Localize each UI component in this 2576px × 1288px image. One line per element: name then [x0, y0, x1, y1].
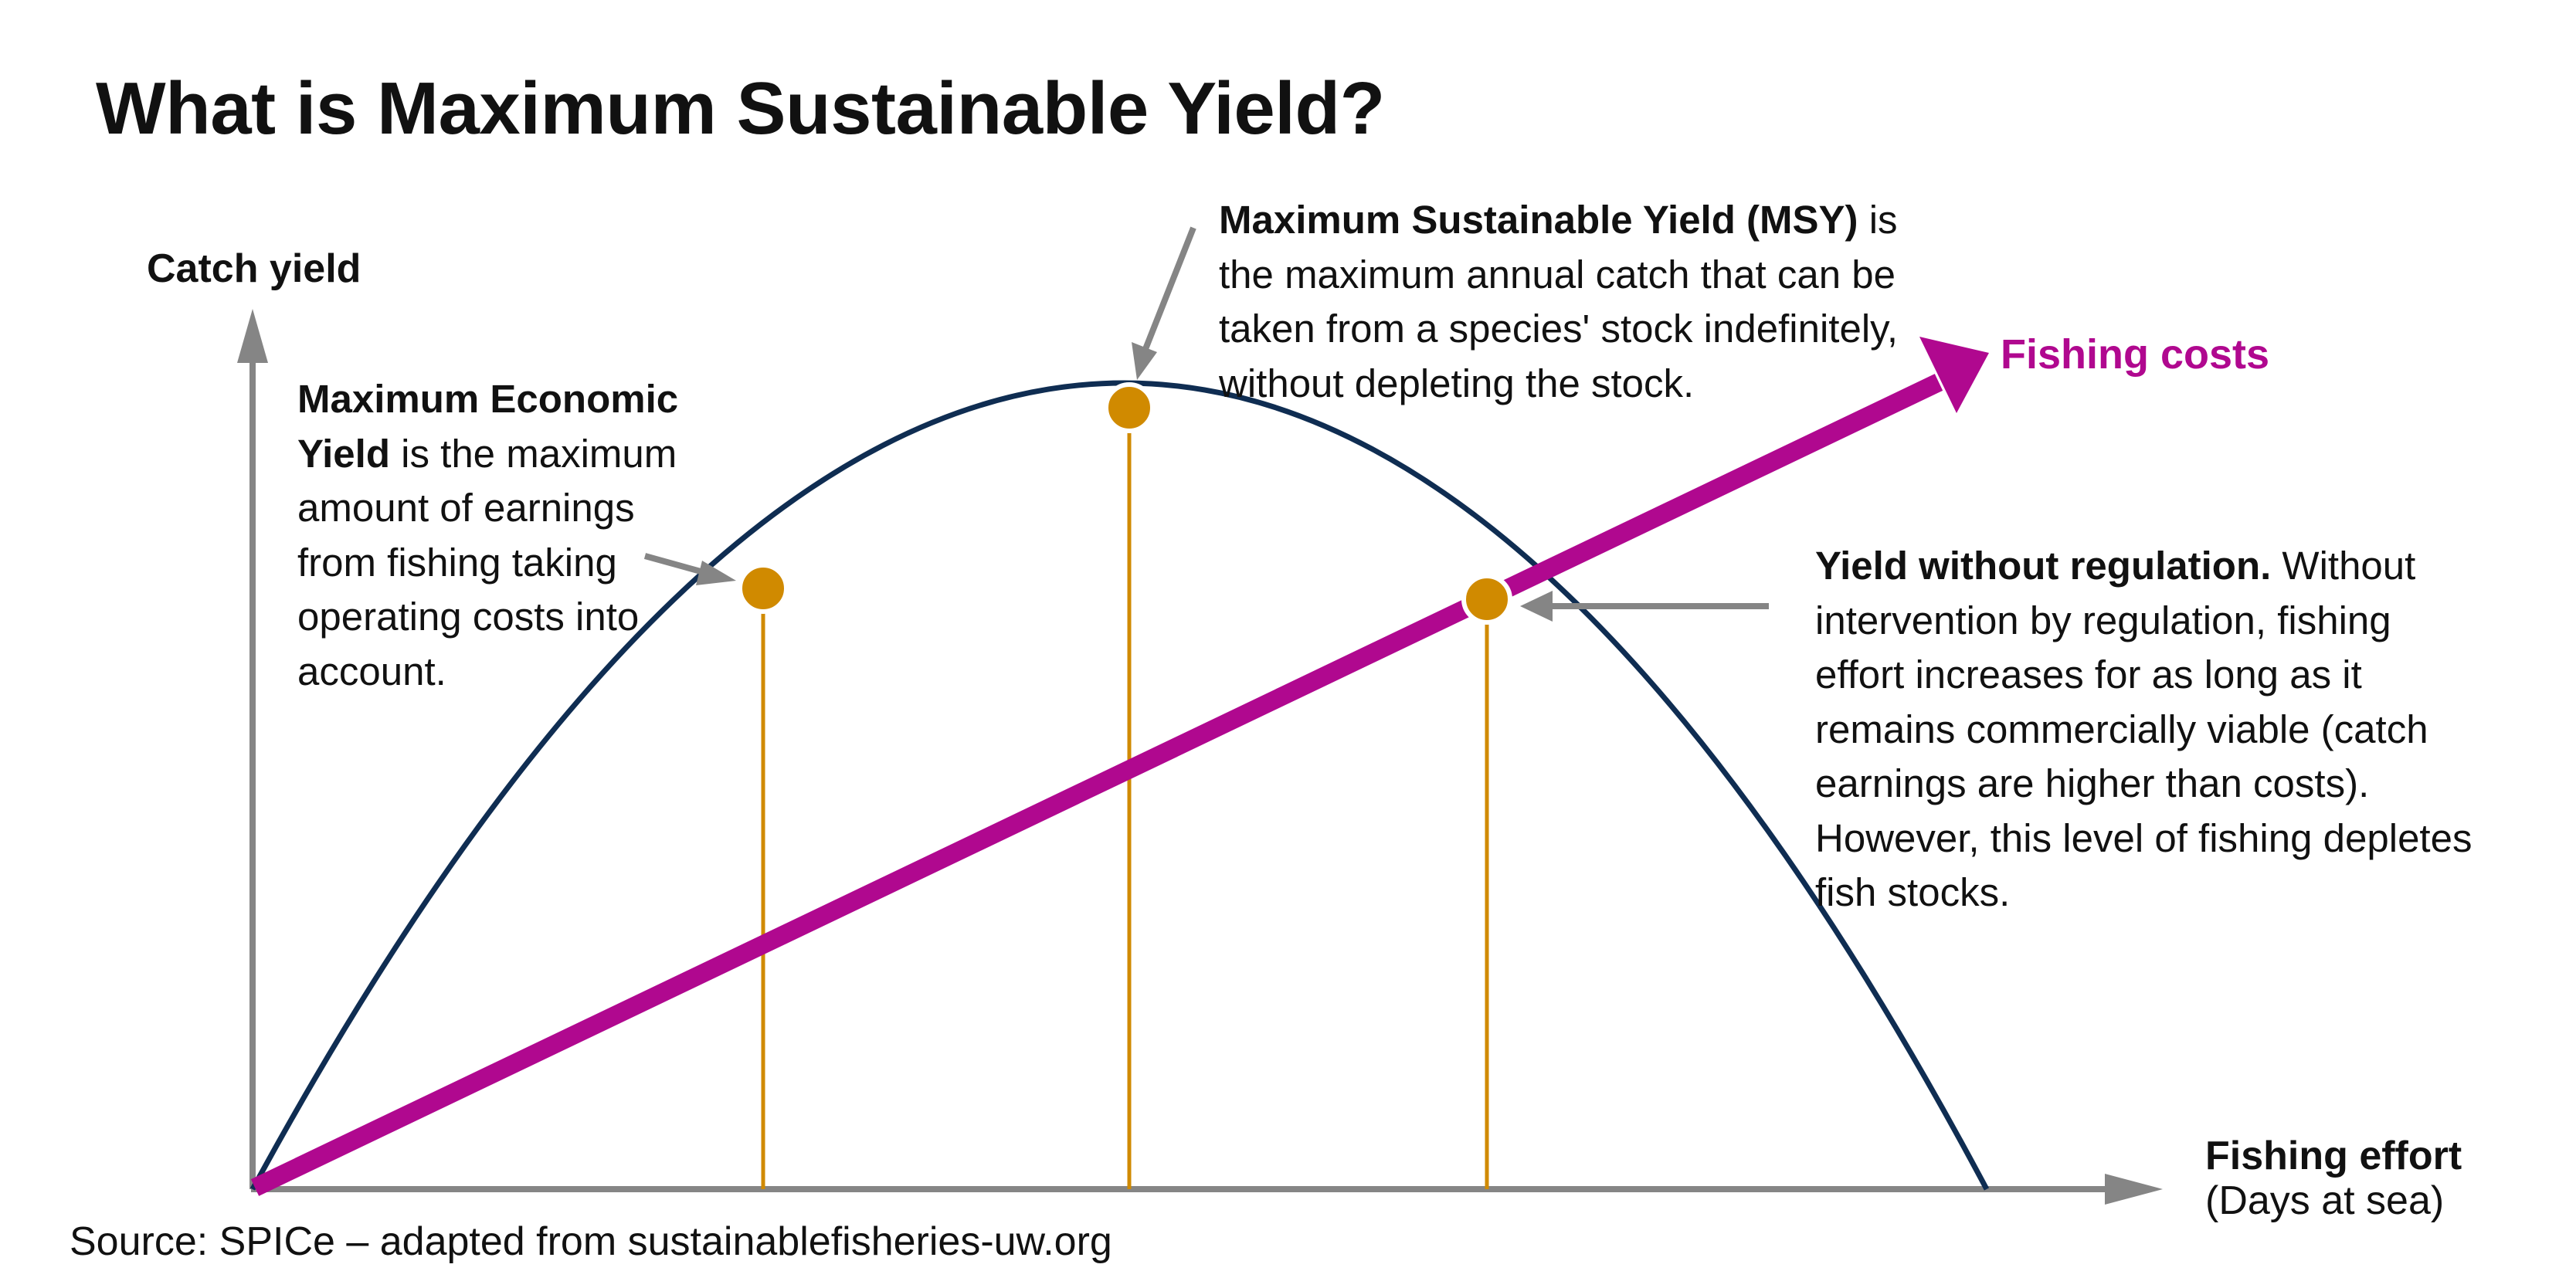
mey-annotation: Maximum Economic Yield is the maximum am… — [297, 372, 699, 699]
mey-pointer-arrowhead — [696, 561, 736, 585]
msy-pointer-arrowhead — [1132, 342, 1157, 380]
source-note: Source: SPICe – adapted from sustainable… — [70, 1219, 1112, 1264]
y-axis-arrowhead — [237, 309, 268, 363]
msy-annotation-text: is the maximum annual catch that can be … — [1219, 198, 1899, 405]
y-axis-label: Catch yield — [147, 246, 361, 291]
unregulated-annotation-text: Without intervention by regulation, fish… — [1815, 544, 2472, 914]
unregulated-pointer-arrowhead — [1520, 591, 1553, 622]
mey-pointer-arrow — [643, 553, 711, 577]
unregulated-annotation-title: Yield without regulation. — [1815, 544, 2272, 588]
msy-point — [1104, 382, 1155, 433]
mey-annotation-title: Maximum Economic Yield — [297, 377, 679, 476]
mey-annotation-text: is the maximum amount of earnings from f… — [297, 431, 677, 693]
mey-point — [738, 563, 789, 614]
unregulated-annotation: Yield without regulation. Without interv… — [1815, 539, 2479, 920]
fishing-costs-arrowhead — [1919, 337, 1989, 413]
unregulated-point — [1461, 574, 1512, 625]
msy-annotation-title: Maximum Sustainable Yield (MSY) — [1219, 198, 1858, 242]
msy-pointer-arrow — [1142, 226, 1196, 351]
x-axis-label: Fishing effort — [2205, 1134, 2462, 1178]
fishing-costs-label: Fishing costs — [2001, 331, 2270, 378]
msy-annotation: Maximum Sustainable Yield (MSY) is the m… — [1219, 193, 1945, 411]
x-axis-arrowhead — [2105, 1174, 2163, 1205]
x-axis-sublabel: (Days at sea) — [2205, 1178, 2445, 1223]
page-title: What is Maximum Sustainable Yield? — [96, 67, 1385, 150]
fishing-costs-line — [250, 374, 1943, 1196]
